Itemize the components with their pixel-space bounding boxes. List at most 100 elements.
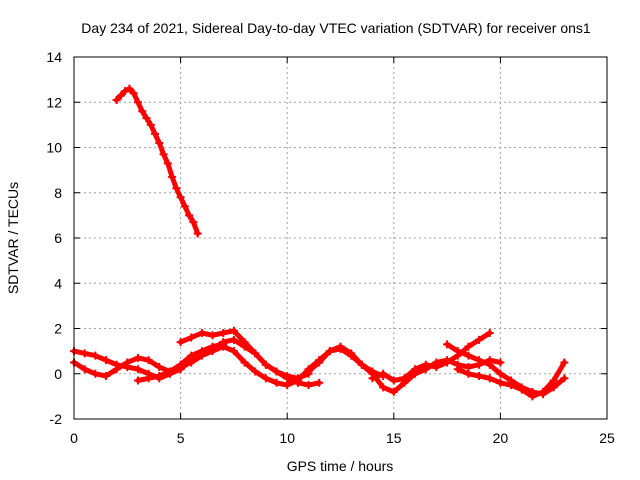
data-point xyxy=(208,347,217,356)
y-tick-label: 12 xyxy=(46,94,62,110)
data-point xyxy=(283,381,292,390)
data-point xyxy=(168,172,177,181)
x-axis-label: GPS time / hours xyxy=(287,458,394,474)
data-point xyxy=(151,129,160,138)
series-line xyxy=(370,330,493,383)
series-track-e xyxy=(304,342,505,396)
data-point xyxy=(357,360,366,369)
data-point xyxy=(485,374,494,383)
data-point xyxy=(155,372,164,381)
data-point xyxy=(272,378,281,387)
data-point xyxy=(229,347,238,356)
data-point xyxy=(197,351,206,360)
data-series xyxy=(70,84,569,401)
data-point xyxy=(251,367,260,376)
x-tick-label: 5 xyxy=(177,430,185,446)
data-point xyxy=(155,138,164,147)
data-point xyxy=(112,95,121,104)
data-point xyxy=(165,367,174,376)
data-point xyxy=(133,365,142,374)
data-point xyxy=(379,383,388,392)
data-point xyxy=(144,374,153,383)
series-track-f xyxy=(368,329,494,385)
data-point xyxy=(197,329,206,338)
data-point xyxy=(176,362,185,371)
data-point xyxy=(517,385,526,394)
data-point xyxy=(293,374,302,383)
y-tick-label: 14 xyxy=(46,49,62,65)
data-point xyxy=(453,365,462,374)
data-point xyxy=(443,358,452,367)
data-point xyxy=(400,374,409,383)
data-point xyxy=(347,349,356,358)
data-point xyxy=(315,358,324,367)
data-point xyxy=(496,358,505,367)
data-point xyxy=(116,91,125,100)
data-point xyxy=(304,381,313,390)
y-tick-label: 6 xyxy=(54,230,62,246)
data-point xyxy=(101,356,110,365)
grid-lines xyxy=(74,57,607,419)
data-point xyxy=(560,374,569,383)
data-point xyxy=(187,351,196,360)
data-point xyxy=(208,331,217,340)
data-point xyxy=(146,120,155,129)
data-point xyxy=(176,193,185,202)
data-point xyxy=(251,349,260,358)
data-point xyxy=(432,362,441,371)
data-point xyxy=(496,378,505,387)
data-point xyxy=(389,376,398,385)
data-point xyxy=(229,335,238,344)
data-point xyxy=(219,342,228,351)
data-point xyxy=(125,84,134,93)
x-tick-label: 25 xyxy=(599,430,615,446)
data-point xyxy=(475,335,484,344)
data-point xyxy=(464,362,473,371)
data-point xyxy=(539,387,548,396)
data-point xyxy=(261,360,270,369)
data-point xyxy=(138,107,147,116)
data-point xyxy=(240,338,249,347)
data-point xyxy=(159,150,168,159)
data-point xyxy=(163,159,172,168)
series-track-d xyxy=(176,326,313,383)
data-point xyxy=(123,358,132,367)
data-point xyxy=(176,338,185,347)
data-point xyxy=(272,367,281,376)
data-point xyxy=(315,378,324,387)
data-point xyxy=(121,86,130,95)
data-point xyxy=(240,358,249,367)
y-tick-label: 4 xyxy=(54,275,62,291)
y-tick-label: 10 xyxy=(46,140,62,156)
data-point xyxy=(325,347,334,356)
y-tick-label: 8 xyxy=(54,185,62,201)
data-point xyxy=(80,365,89,374)
x-tick-label: 15 xyxy=(386,430,402,446)
series-track-c xyxy=(133,342,388,390)
data-point xyxy=(485,360,494,369)
data-point xyxy=(112,365,121,374)
data-point xyxy=(464,342,473,351)
y-tick-label: 2 xyxy=(54,321,62,337)
x-tick-label: 20 xyxy=(493,430,509,446)
data-point xyxy=(411,365,420,374)
series-line xyxy=(114,86,201,236)
data-point xyxy=(185,211,194,220)
x-tick-label: 0 xyxy=(70,430,78,446)
data-point xyxy=(261,374,270,383)
data-point xyxy=(80,349,89,358)
data-point xyxy=(549,376,558,385)
chart-title: Day 234 of 2021, Sidereal Day-to-day VTE… xyxy=(81,20,591,36)
data-point xyxy=(180,202,189,211)
data-point xyxy=(421,360,430,369)
data-point xyxy=(464,369,473,378)
x-tick-label: 10 xyxy=(279,430,295,446)
series-track-h xyxy=(453,358,569,401)
data-point xyxy=(549,383,558,392)
data-point xyxy=(142,114,151,123)
axis-ticks: 0 5 10 15 20 25 -2 0 2 4 6 8 10 12 14 xyxy=(46,49,615,446)
series-track-high xyxy=(112,84,202,238)
data-point xyxy=(507,381,516,390)
data-point xyxy=(219,329,228,338)
